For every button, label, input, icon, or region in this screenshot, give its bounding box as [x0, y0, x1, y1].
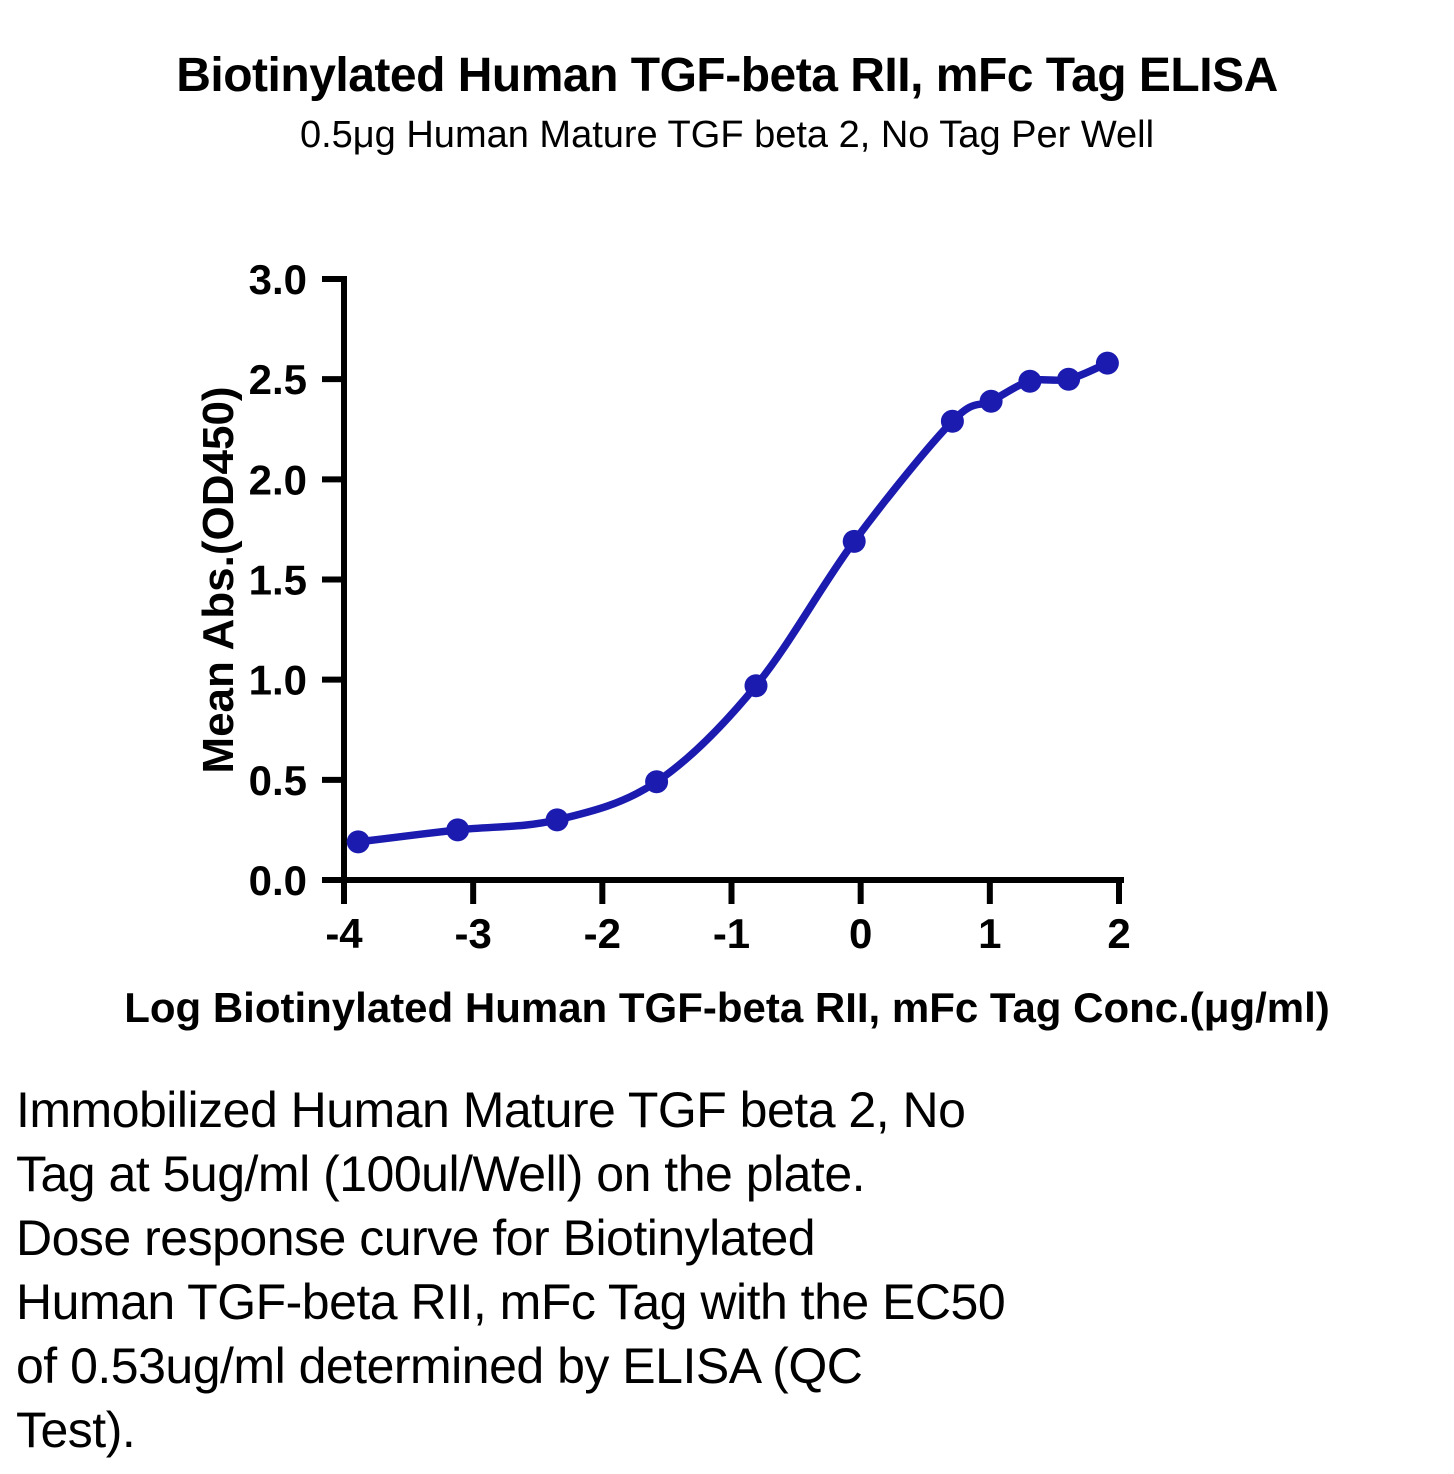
y-axis-title: Mean Abs.(OD450): [194, 386, 243, 773]
chart-subtitle: 0.5μg Human Mature TGF beta 2, No Tag Pe…: [299, 114, 1155, 156]
data-point-group: [346, 351, 1119, 854]
x-tick-label: 2: [1107, 910, 1130, 957]
data-point: [979, 389, 1003, 413]
y-tick-label: 0.0: [249, 857, 307, 904]
caption-line: Dose response curve for Biotinylated: [16, 1210, 816, 1266]
data-point: [1095, 351, 1119, 375]
x-axis-title: Log Biotinylated Human TGF-beta RII, mFc…: [124, 984, 1330, 1031]
caption-line: Human TGF-beta RII, mFc Tag with the EC5…: [16, 1274, 1006, 1330]
data-point: [744, 674, 768, 698]
y-tick-label: 2.5: [249, 356, 307, 403]
x-tick-label: -4: [325, 910, 363, 957]
data-point: [346, 830, 370, 854]
data-point: [446, 818, 470, 842]
x-tick-label: -3: [454, 910, 491, 957]
axes: 0.0 0.5 1.0 1.5 2.0 2.5 3.0 -4 -3 -2 -1 0 1 2: [249, 256, 1131, 957]
figure-caption: Immobilized Human Mature TGF beta 2, No …: [16, 1078, 1006, 1462]
caption-line: Test).: [16, 1402, 136, 1458]
x-tick-label: -2: [584, 910, 621, 957]
data-point: [940, 409, 964, 433]
y-tick-label: 2.0: [249, 456, 307, 503]
y-tick-label: 0.5: [249, 757, 307, 804]
caption-line: of 0.53ug/ml determined by ELISA (QC: [16, 1338, 863, 1394]
data-point: [1018, 369, 1042, 393]
y-tick-label: 1.5: [249, 557, 307, 604]
chart-title: Biotinylated Human TGF-beta RII, mFc Tag…: [176, 49, 1278, 102]
data-point: [545, 808, 569, 832]
y-tick-label: 1.0: [249, 657, 307, 704]
data-point: [842, 529, 866, 553]
y-tick-label: 3.0: [249, 256, 307, 303]
caption-line: Tag at 5ug/ml (100ul/Well) on the plate.: [16, 1146, 866, 1202]
data-point: [1057, 367, 1081, 391]
x-tick-label: -1: [713, 910, 750, 957]
caption-line: Immobilized Human Mature TGF beta 2, No: [16, 1082, 966, 1138]
x-tick-label: 1: [978, 910, 1001, 957]
x-tick-label: 0: [849, 910, 872, 957]
data-point: [645, 770, 669, 794]
dose-response-curve: [354, 359, 1112, 846]
